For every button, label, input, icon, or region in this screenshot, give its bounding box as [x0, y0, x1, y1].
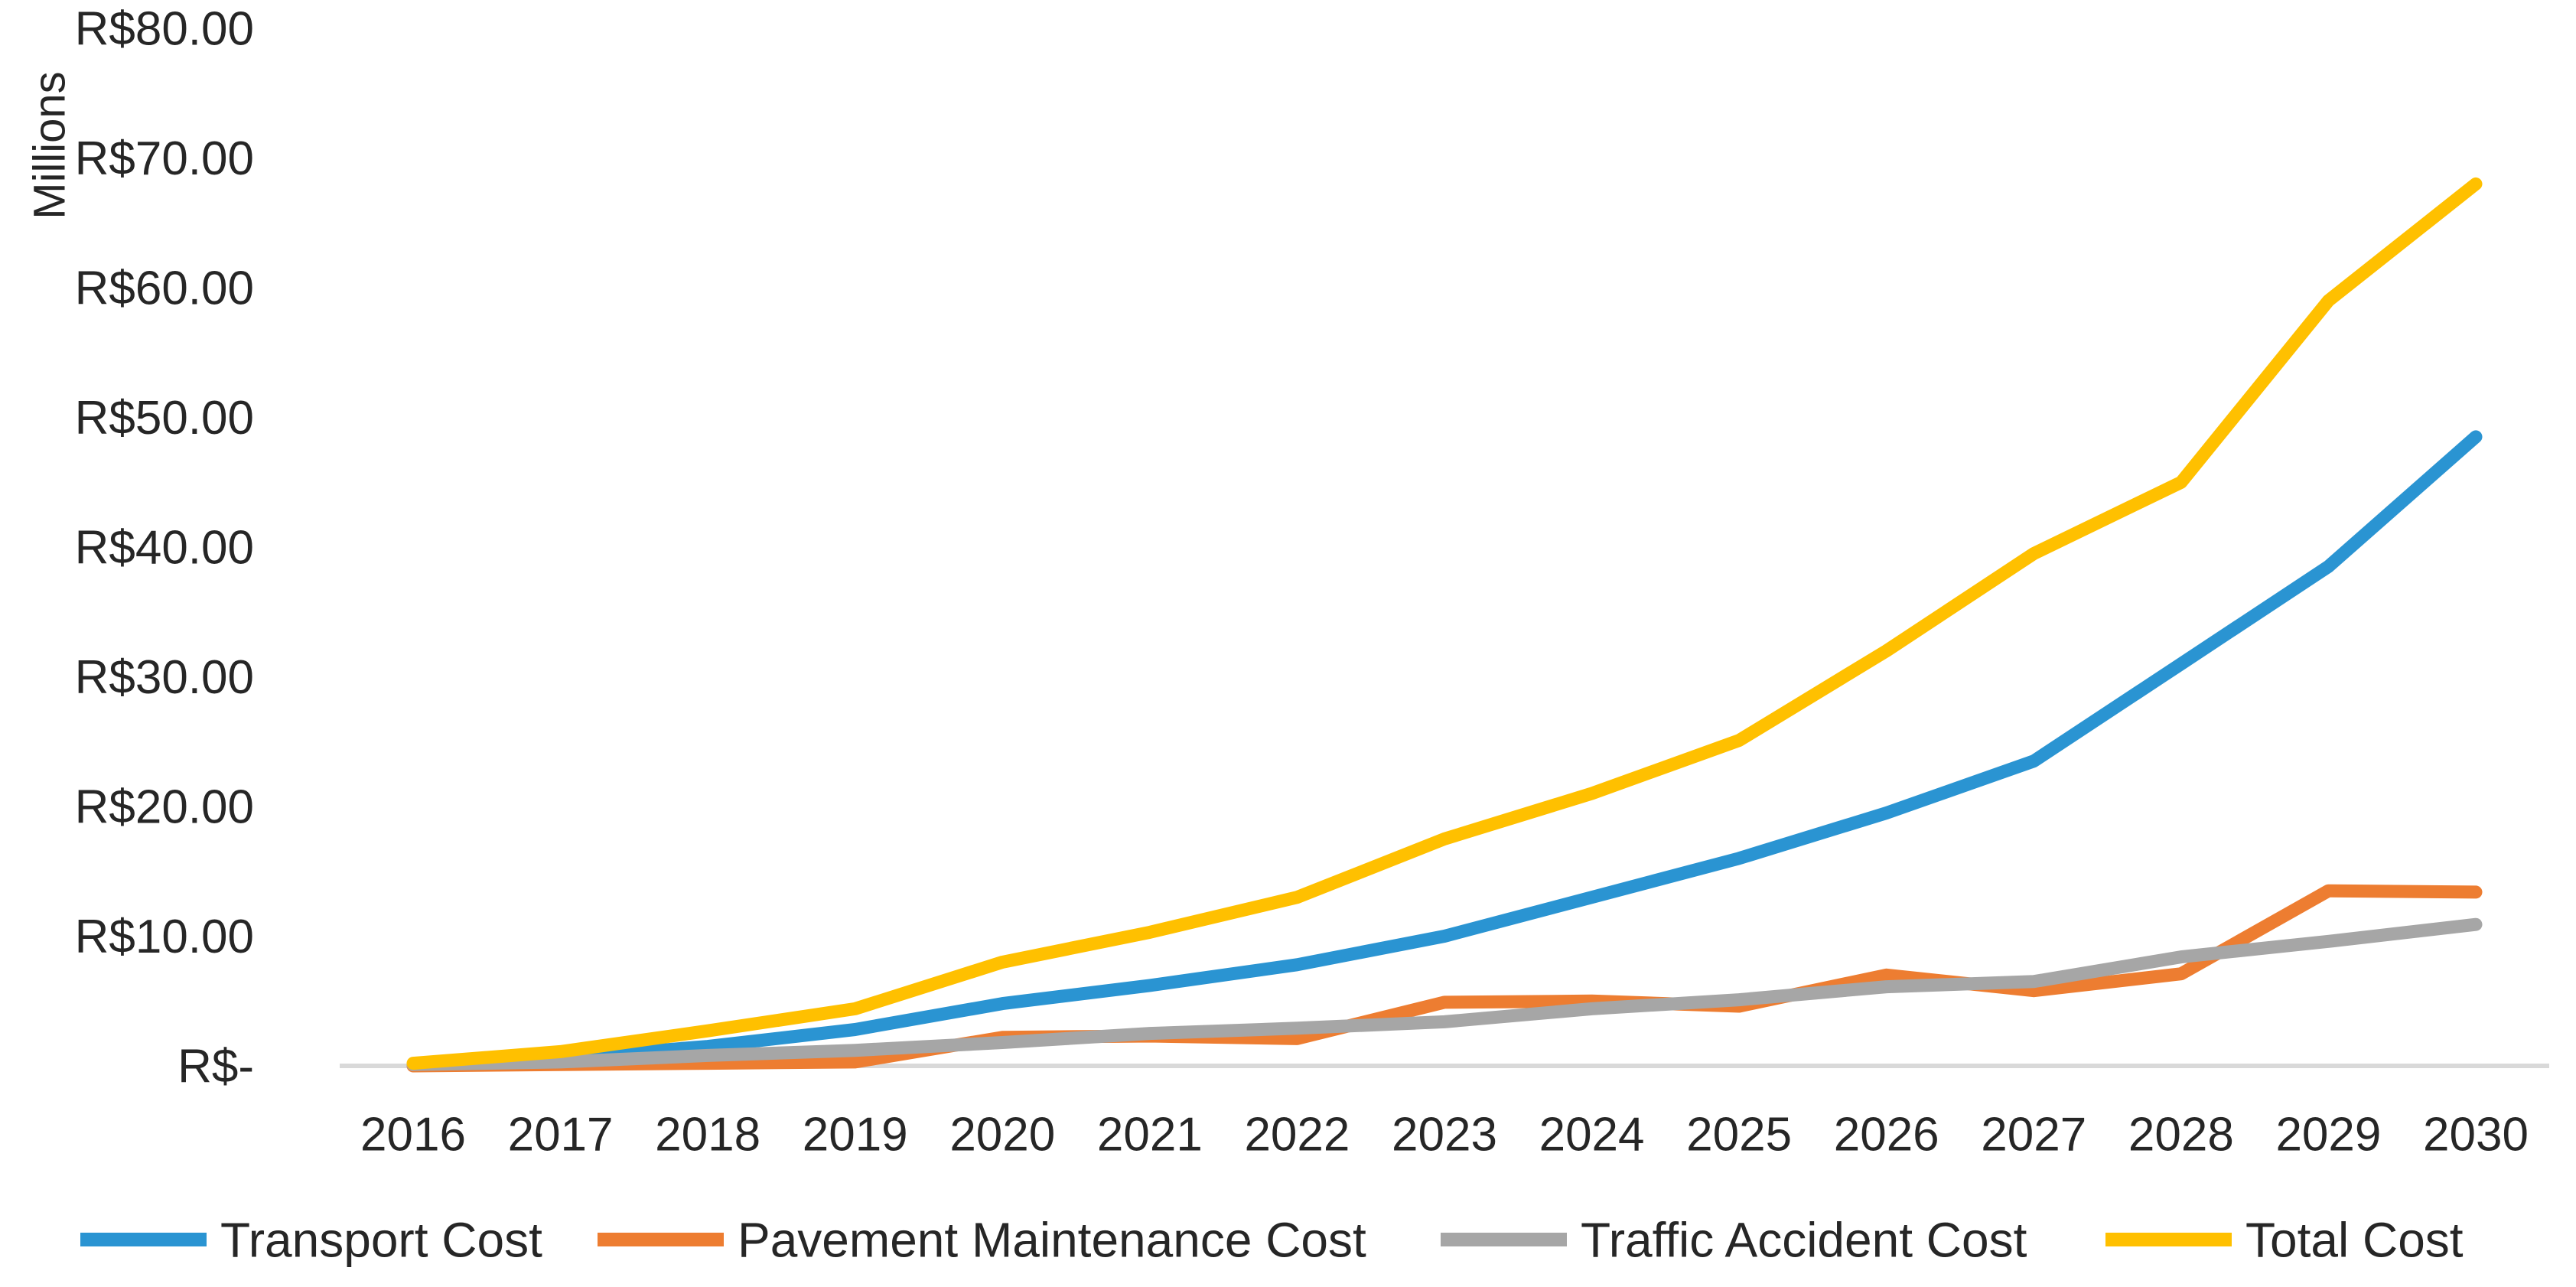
x-tick-label: 2027 [1981, 1109, 2086, 1162]
x-tick-label: 2024 [1539, 1109, 1645, 1162]
x-tick-label: 2021 [1097, 1109, 1203, 1162]
series-line-pavement-maintenance-cost [406, 884, 2483, 1073]
x-tick-label: 2020 [949, 1109, 1055, 1162]
x-tick-label: 2019 [803, 1109, 908, 1162]
y-tick-label: R$20.00 [75, 781, 254, 834]
x-tick-label: 2023 [1392, 1109, 1497, 1162]
series-line-total-cost [406, 177, 2483, 1070]
x-tick-label: 2030 [2423, 1109, 2529, 1162]
y-tick-label: R$70.00 [75, 132, 254, 185]
y-tick-label: R$50.00 [75, 392, 254, 445]
x-tick-label: 2029 [2275, 1109, 2381, 1162]
x-tick-label: 2017 [508, 1109, 614, 1162]
legend-label-pavement-maintenance-cost: Pavement Maintenance Cost [738, 1212, 1366, 1267]
x-tick-label: 2018 [655, 1109, 760, 1162]
y-tick-label: R$- [177, 1041, 254, 1093]
series-line-traffic-accident-cost [406, 917, 2483, 1071]
legend-label-traffic-accident-cost: Traffic Accident Cost [1581, 1212, 2027, 1267]
legend-label-total-cost: Total Cost [2245, 1212, 2464, 1267]
series-line-transport-cost [406, 430, 2483, 1071]
y-tick-label: R$60.00 [75, 262, 254, 315]
y-tick-label: R$40.00 [75, 522, 254, 575]
x-tick-label: 2025 [1686, 1109, 1792, 1162]
y-tick-label: R$30.00 [75, 651, 254, 704]
y-axis-unit-label: Millions [24, 71, 74, 219]
legend-label-transport-cost: Transport Cost [220, 1212, 542, 1267]
x-tick-label: 2016 [360, 1109, 466, 1162]
x-tick-label: 2022 [1244, 1109, 1350, 1162]
y-tick-label: R$80.00 [75, 3, 254, 56]
x-tick-label: 2026 [1834, 1109, 1939, 1162]
x-tick-label: 2028 [2128, 1109, 2234, 1162]
y-tick-label: R$10.00 [75, 911, 254, 963]
